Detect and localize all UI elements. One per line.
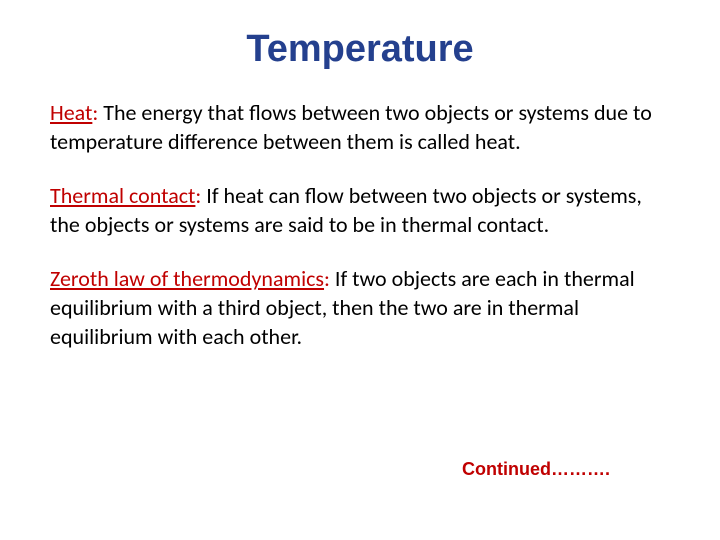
definition-heat: Heat: The energy that flows between two … <box>50 99 670 156</box>
page-title: Temperature <box>50 28 670 71</box>
term-heat: Heat <box>50 99 92 126</box>
term-thermal-contact: Thermal contact <box>50 182 195 209</box>
definition-thermal-contact: Thermal contact: If heat can flow betwee… <box>50 182 670 239</box>
continued-label: Continued………. <box>462 459 610 480</box>
definition-text: The energy that flows between two object… <box>50 99 652 155</box>
definition-zeroth-law: Zeroth law of thermodynamics: If two obj… <box>50 265 670 351</box>
term-zeroth-law: Zeroth law of thermodynamics <box>50 265 324 292</box>
